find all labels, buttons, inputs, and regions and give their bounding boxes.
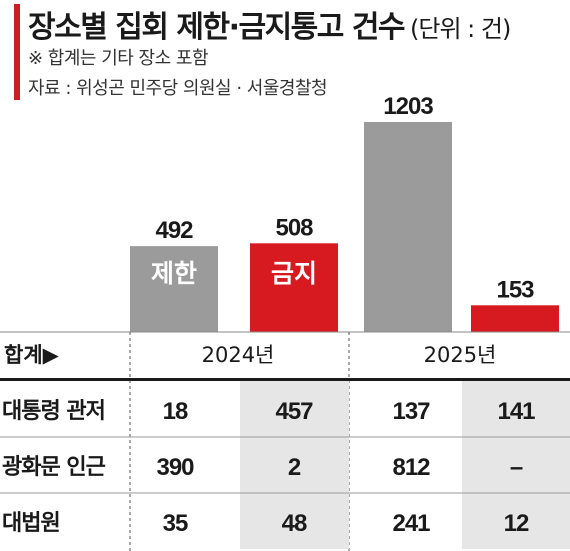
chart-title-text: 장소별 집회 제한·금지통고 건수 [28,10,406,45]
table-band [462,437,570,493]
table-top-rule [0,378,570,381]
table-row-label: 대법원 [2,511,60,536]
table-cell: 2 [288,454,301,481]
table-band [240,437,349,493]
table-cell: 141 [497,398,535,425]
table-band [240,493,349,549]
table-cell: 48 [282,510,307,537]
row-header-total: 합계▶ [4,343,60,367]
table-band [462,381,570,437]
bar-value-label: 1203 [383,93,433,120]
table-cell: – [510,454,523,481]
bar-제한-2024년 [130,246,218,332]
unit-label: (단위 : 건) [410,15,511,43]
bar-제한-2025년 [364,122,452,332]
table-cell: 812 [392,454,430,481]
bar-금지-2025년 [471,305,559,332]
table-cell: 35 [163,510,188,537]
year-label-2024: 2024년 [202,343,275,367]
bar-value-label: 508 [275,214,313,241]
table-cell: 390 [156,454,194,481]
table-cell: 137 [392,398,430,425]
year-label-2025: 2025년 [424,343,497,367]
table-row-label: 대통령 관저 [2,399,105,424]
table-row-label: 광화문 인근 [2,455,106,480]
title-accent-bar [14,4,20,100]
bar-value-label: 153 [496,276,534,303]
table-cell: 241 [392,510,430,537]
bar-금지-2024년 [250,243,338,332]
table-band [240,381,349,437]
chart-note: ※ 합계는 기타 장소 포함 [28,48,209,69]
table-cell: 18 [163,398,188,425]
table-cell: 457 [275,398,313,425]
series-label-제한: 제한 [151,259,197,288]
bar-value-label: 492 [155,217,193,244]
table-cell: 12 [504,510,529,537]
chart-title: 장소별 집회 제한·금지통고 건수 (단위 : 건) [28,2,511,46]
series-label-금지: 금지 [271,259,317,288]
table-band [462,493,570,549]
chart-source: 자료 : 위성곤 민주당 의원실 · 서울경찰청 [28,78,328,99]
